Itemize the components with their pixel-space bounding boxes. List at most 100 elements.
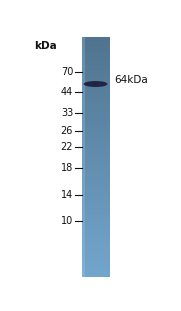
Bar bbox=[81, 186, 110, 188]
Bar bbox=[81, 121, 110, 123]
Bar bbox=[81, 37, 85, 277]
Text: 18: 18 bbox=[61, 163, 73, 173]
Bar bbox=[81, 150, 110, 152]
Bar bbox=[81, 64, 110, 66]
Bar bbox=[81, 81, 110, 83]
Bar bbox=[81, 164, 110, 167]
Bar bbox=[81, 71, 110, 73]
Bar bbox=[81, 152, 110, 155]
Text: 44: 44 bbox=[61, 87, 73, 97]
Bar bbox=[81, 76, 110, 78]
Bar bbox=[81, 123, 110, 126]
Bar bbox=[81, 231, 110, 234]
Text: 22: 22 bbox=[61, 142, 73, 152]
Bar bbox=[81, 212, 110, 215]
Bar bbox=[81, 136, 110, 138]
Bar bbox=[81, 215, 110, 217]
Bar bbox=[81, 116, 110, 119]
Bar bbox=[81, 176, 110, 179]
Bar bbox=[81, 73, 110, 76]
Bar bbox=[81, 107, 110, 109]
Bar bbox=[81, 160, 110, 162]
Bar bbox=[81, 119, 110, 121]
Bar bbox=[81, 241, 110, 243]
Text: kDa: kDa bbox=[34, 41, 57, 51]
Bar bbox=[81, 167, 110, 169]
Bar bbox=[81, 40, 110, 42]
Bar bbox=[81, 131, 110, 133]
Bar bbox=[81, 207, 110, 210]
Bar bbox=[81, 128, 110, 131]
Bar bbox=[81, 37, 110, 40]
Bar bbox=[81, 229, 110, 231]
Bar bbox=[81, 155, 110, 157]
Bar bbox=[81, 202, 110, 205]
Text: 14: 14 bbox=[61, 190, 73, 200]
Bar bbox=[81, 183, 110, 186]
Bar bbox=[81, 83, 110, 85]
Bar bbox=[81, 100, 110, 102]
Bar bbox=[81, 102, 110, 104]
Bar bbox=[81, 143, 110, 145]
Bar bbox=[81, 217, 110, 219]
Bar bbox=[81, 145, 110, 147]
Text: 70: 70 bbox=[61, 67, 73, 77]
Bar bbox=[81, 239, 110, 241]
Bar bbox=[81, 133, 110, 136]
Bar bbox=[81, 109, 110, 112]
Bar bbox=[81, 157, 110, 160]
Bar bbox=[81, 195, 110, 198]
Ellipse shape bbox=[84, 81, 108, 87]
Bar bbox=[81, 255, 110, 258]
Bar bbox=[81, 52, 110, 54]
Bar bbox=[81, 42, 110, 44]
Bar bbox=[81, 200, 110, 202]
Bar bbox=[81, 78, 110, 81]
Bar bbox=[81, 85, 110, 88]
Bar bbox=[81, 92, 110, 95]
Bar bbox=[81, 262, 110, 265]
Bar bbox=[81, 66, 110, 68]
Bar bbox=[81, 219, 110, 222]
Bar bbox=[81, 258, 110, 260]
Bar bbox=[81, 226, 110, 229]
Bar bbox=[81, 260, 110, 262]
Bar bbox=[81, 205, 110, 207]
Bar bbox=[81, 68, 110, 71]
Bar bbox=[81, 126, 110, 128]
Bar bbox=[81, 248, 110, 250]
Bar bbox=[81, 179, 110, 181]
Bar bbox=[81, 174, 110, 176]
Bar bbox=[81, 88, 110, 90]
Bar bbox=[81, 162, 110, 164]
Bar bbox=[81, 243, 110, 246]
Bar bbox=[81, 171, 110, 174]
Bar bbox=[81, 210, 110, 212]
Bar bbox=[81, 47, 110, 49]
Bar bbox=[81, 265, 110, 267]
Bar bbox=[81, 272, 110, 274]
Bar bbox=[81, 236, 110, 239]
Bar bbox=[81, 54, 110, 57]
Bar bbox=[81, 112, 110, 114]
Bar bbox=[81, 191, 110, 193]
Bar bbox=[81, 114, 110, 116]
Bar bbox=[81, 57, 110, 59]
Text: 33: 33 bbox=[61, 108, 73, 118]
Bar bbox=[81, 267, 110, 270]
Bar bbox=[81, 234, 110, 236]
Bar bbox=[81, 246, 110, 248]
Bar bbox=[81, 250, 110, 253]
Bar bbox=[81, 198, 110, 200]
Bar bbox=[81, 140, 110, 143]
Bar bbox=[81, 61, 110, 64]
Text: 26: 26 bbox=[61, 126, 73, 136]
Bar bbox=[81, 138, 110, 140]
Bar bbox=[81, 188, 110, 191]
Bar bbox=[81, 97, 110, 100]
Bar bbox=[81, 104, 110, 107]
Bar bbox=[81, 193, 110, 195]
Bar bbox=[81, 270, 110, 272]
Text: 64kDa: 64kDa bbox=[115, 75, 148, 85]
Bar bbox=[81, 169, 110, 171]
